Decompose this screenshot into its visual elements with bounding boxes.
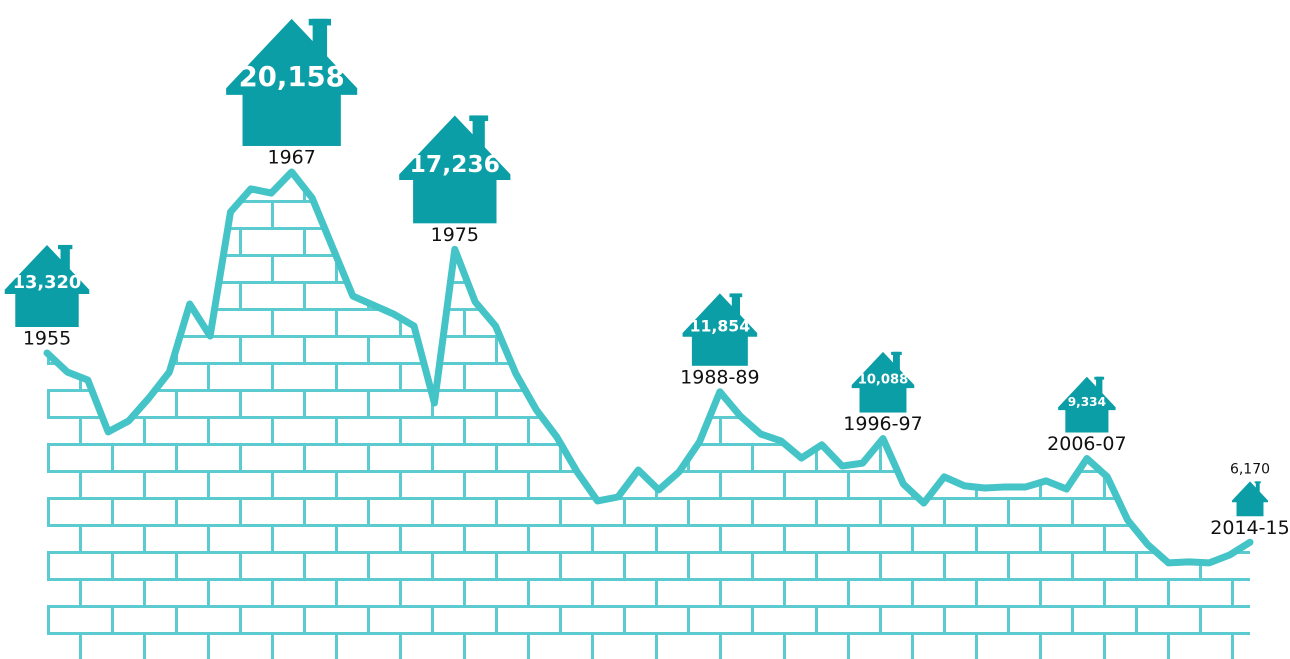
house-body — [859, 385, 907, 413]
house-annotation: 1988-89 11,854 — [680, 293, 760, 388]
house-roof — [4, 244, 90, 295]
house-annotation: 1975 17,236 — [399, 115, 511, 246]
house-chimney-cap — [729, 293, 743, 298]
house-chimney — [1255, 481, 1260, 493]
year-label: 1975 — [431, 224, 479, 246]
brick-area — [47, 171, 1250, 659]
year-label: 2014-15 — [1210, 517, 1289, 539]
value-label: 9,334 — [1068, 395, 1106, 409]
house-body — [242, 89, 341, 146]
value-label: 17,236 — [410, 150, 500, 178]
house-annotation: 1967 20,158 — [226, 18, 358, 168]
house — [226, 18, 358, 146]
house-annotation: 1996-97 10,088 — [843, 351, 923, 435]
house-chimney-cap — [469, 115, 489, 122]
house-roof — [399, 115, 511, 180]
house-chimney-cap — [1254, 481, 1261, 484]
house-chimney-cap — [891, 351, 902, 355]
house-roof — [851, 351, 915, 389]
house-chimney-cap — [57, 244, 73, 250]
house — [851, 351, 915, 413]
house — [1232, 481, 1268, 517]
house-chimney — [60, 244, 70, 271]
year-label: 1955 — [23, 327, 71, 349]
house-chimney — [312, 18, 328, 59]
year-label: 1996-97 — [843, 413, 922, 435]
house-annotation: 2006-07 9,334 — [1047, 376, 1127, 455]
value-label: 11,854 — [690, 317, 751, 336]
year-label: 1967 — [267, 146, 315, 168]
house-chimney — [472, 115, 485, 149]
house — [1058, 376, 1116, 433]
house-body — [691, 333, 748, 366]
house-body — [1236, 500, 1264, 517]
house-chimney — [731, 293, 741, 316]
house-body — [15, 290, 79, 327]
value-label: 13,320 — [13, 272, 82, 293]
value-label: 20,158 — [239, 61, 345, 93]
house-roof — [682, 293, 758, 337]
house-body — [1065, 407, 1109, 433]
year-label: 2006-07 — [1047, 433, 1126, 455]
house-chimney — [1096, 376, 1103, 395]
house — [682, 293, 758, 366]
house — [4, 244, 90, 327]
house-roof — [1058, 376, 1116, 411]
house-annotation: 1955 13,320 — [4, 244, 90, 349]
house-body — [413, 175, 497, 224]
house-chimney — [892, 351, 900, 371]
line — [43, 168, 1254, 567]
house-annotation: 2014-15 6,170 — [1210, 461, 1289, 538]
year-label: 1988-89 — [680, 366, 759, 388]
house-roof — [1232, 481, 1268, 503]
house-chimney-cap — [1094, 376, 1105, 380]
value-label: 10,088 — [858, 372, 909, 387]
value-label: 6,170 — [1230, 461, 1270, 477]
house-chimney-cap — [308, 18, 332, 26]
house-roof — [226, 18, 358, 95]
house — [399, 115, 511, 224]
